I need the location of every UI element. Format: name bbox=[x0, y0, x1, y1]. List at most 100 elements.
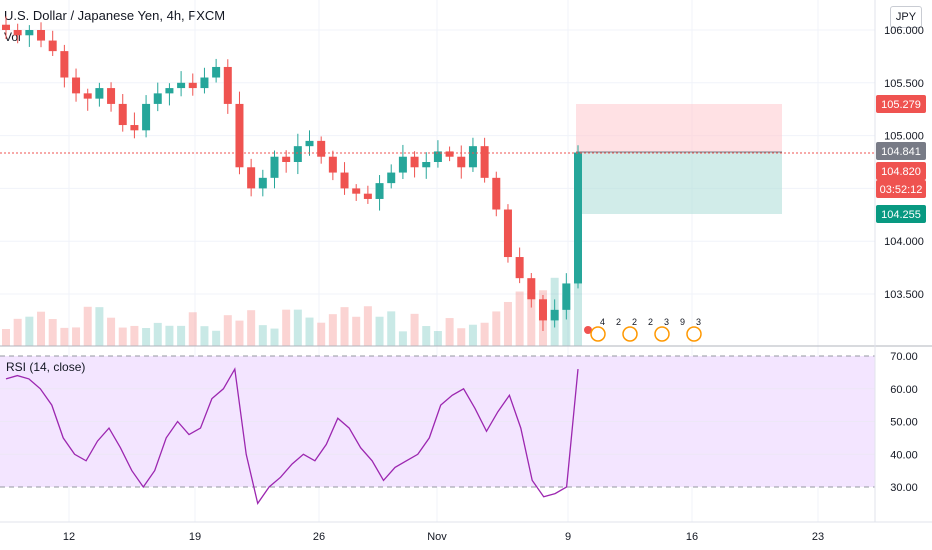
volume-bar bbox=[212, 330, 221, 346]
candle-body bbox=[480, 146, 489, 178]
candle-body bbox=[83, 93, 92, 99]
volume-bar bbox=[305, 317, 314, 346]
candle-body bbox=[503, 209, 512, 258]
volume-bar bbox=[2, 328, 10, 346]
volume-bar bbox=[37, 311, 46, 346]
volume-bar bbox=[317, 322, 326, 346]
volume-bars bbox=[2, 277, 582, 346]
position-target-zone[interactable] bbox=[576, 104, 782, 152]
volume-bar bbox=[200, 326, 209, 346]
event-icons[interactable]: 4 2 2 2 3 9 3 bbox=[584, 317, 702, 342]
candle-body bbox=[340, 172, 349, 189]
candle-body bbox=[410, 156, 419, 168]
volume-bar bbox=[527, 291, 536, 346]
volume-bar bbox=[503, 301, 512, 346]
candle-body bbox=[538, 299, 547, 321]
volume-bar bbox=[375, 316, 384, 346]
candle-body bbox=[142, 103, 151, 131]
time-tick-label: Nov bbox=[427, 531, 447, 543]
volume-bar bbox=[13, 318, 22, 346]
event-dot bbox=[584, 326, 592, 334]
time-tick-label: 23 bbox=[812, 531, 824, 543]
candle-body bbox=[433, 151, 442, 162]
volume-bar bbox=[258, 325, 267, 346]
candle-body bbox=[445, 151, 454, 157]
candle-body bbox=[317, 140, 326, 157]
svg-text:104.841: 104.841 bbox=[881, 146, 921, 158]
candle-body bbox=[247, 167, 256, 189]
candle-body bbox=[468, 146, 477, 168]
rsi-tick-label: 60.00 bbox=[890, 384, 918, 396]
time-tick-label: 26 bbox=[313, 531, 325, 543]
volume-bar bbox=[223, 315, 232, 346]
time-tick-label: 12 bbox=[63, 531, 75, 543]
candle-body bbox=[387, 172, 396, 184]
bid-price-tag: 104.820 bbox=[876, 162, 926, 180]
candle-body bbox=[153, 93, 162, 104]
event-count: 3 bbox=[696, 317, 701, 327]
price-tick-label: 104.000 bbox=[884, 236, 924, 248]
volume-bar bbox=[25, 316, 34, 346]
volume-bar bbox=[270, 328, 279, 346]
candle-body bbox=[550, 309, 559, 321]
event-count: 2 bbox=[616, 317, 621, 327]
candle-body bbox=[457, 156, 466, 168]
rsi-tick-label: 40.00 bbox=[890, 449, 918, 461]
candle-body bbox=[305, 140, 314, 147]
price-tick-label: 103.500 bbox=[884, 289, 924, 301]
candle-body bbox=[363, 193, 372, 199]
volume-bar bbox=[515, 291, 524, 346]
volume-bar bbox=[142, 328, 151, 346]
rsi-label: RSI (14, close) bbox=[6, 360, 86, 374]
target-price-tag: 105.279 bbox=[876, 95, 926, 113]
volume-bar bbox=[433, 331, 442, 346]
candle-body bbox=[37, 30, 46, 41]
candle-body bbox=[515, 257, 524, 279]
volume-bar bbox=[410, 313, 419, 346]
volume-bar bbox=[457, 328, 466, 346]
candle-body bbox=[282, 156, 291, 162]
svg-text:104.255: 104.255 bbox=[881, 209, 921, 221]
candles bbox=[2, 16, 582, 332]
volume-bar bbox=[247, 310, 256, 346]
candle-body bbox=[130, 125, 139, 131]
candle-body bbox=[527, 278, 536, 300]
rsi-line bbox=[5, 367, 579, 505]
volume-bar bbox=[83, 306, 92, 346]
price-tick-label: 106.000 bbox=[884, 25, 924, 37]
position-stop-zone[interactable] bbox=[576, 152, 782, 214]
volume-bar bbox=[363, 306, 372, 346]
rsi-grid bbox=[0, 388, 875, 455]
candle-body bbox=[574, 152, 582, 284]
event-count: 2 bbox=[632, 317, 637, 327]
candle-body bbox=[235, 103, 244, 168]
candle-body bbox=[25, 30, 34, 36]
rsi-tick-label: 70.00 bbox=[890, 351, 918, 363]
candle-body bbox=[188, 82, 197, 89]
candle-body bbox=[2, 24, 10, 30]
volume-bar bbox=[165, 325, 174, 346]
volume-bar bbox=[72, 327, 81, 346]
volume-bar bbox=[282, 309, 291, 346]
candle-body bbox=[165, 88, 174, 94]
volume-bar bbox=[480, 322, 489, 346]
candle-body bbox=[223, 66, 232, 104]
time-axis[interactable]: 12 19 26 Nov 9 16 23 bbox=[63, 531, 824, 543]
price-tick-label: 105.500 bbox=[884, 78, 924, 90]
currency-button[interactable]: JPY bbox=[890, 6, 922, 28]
candle-body bbox=[492, 177, 501, 210]
volume-bar bbox=[293, 309, 302, 346]
rsi-axis[interactable]: 70.00 60.00 50.00 40.00 30.00 bbox=[890, 351, 918, 494]
candle-body bbox=[328, 156, 337, 173]
volume-bar bbox=[48, 319, 57, 346]
candle-body bbox=[177, 82, 186, 89]
volume-bar bbox=[328, 314, 337, 346]
candle-body bbox=[258, 177, 267, 189]
volume-bar bbox=[107, 317, 116, 346]
candle-body bbox=[200, 77, 209, 89]
countdown-tag: 03:52:12 bbox=[876, 180, 926, 198]
volume-bar bbox=[422, 326, 431, 346]
svg-text:03:52:12: 03:52:12 bbox=[880, 184, 923, 196]
last-price-tag: 104.841 bbox=[876, 142, 926, 160]
